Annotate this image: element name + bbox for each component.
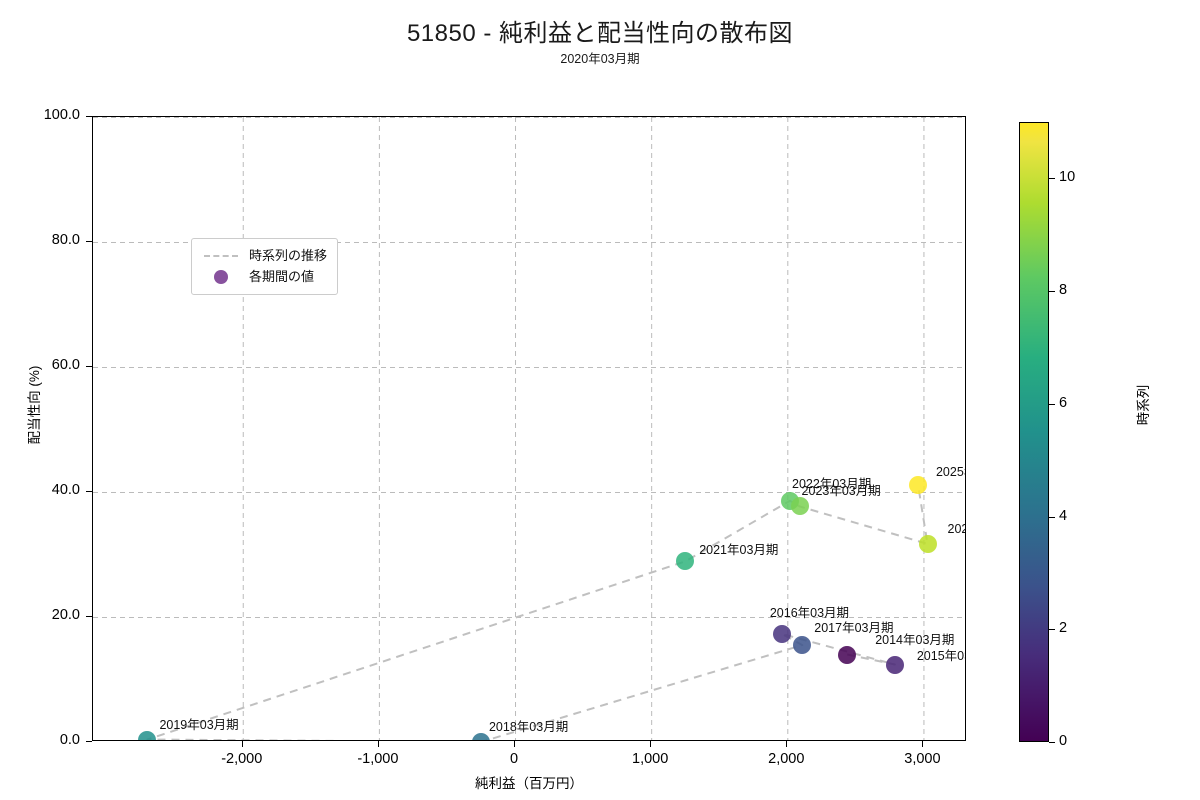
data-point-label: 2019年03月期 xyxy=(159,717,239,732)
y-tick-mark xyxy=(86,366,92,367)
chart-subtitle: 2020年03月期 xyxy=(560,52,640,66)
data-point[interactable] xyxy=(471,733,490,740)
colorbar-tick-label: 2 xyxy=(1059,620,1068,637)
legend-line-label: 時系列の推移 xyxy=(249,247,328,263)
x-axis-title: 純利益（百万円） xyxy=(475,776,583,791)
legend-point-label: 各期間の値 xyxy=(249,268,315,284)
legend-dot-icon xyxy=(201,269,241,284)
data-point[interactable] xyxy=(885,655,904,674)
data-point-label: 2024年03月期 xyxy=(947,521,965,536)
data-point[interactable] xyxy=(838,645,857,664)
data-point-label: 2016年03月期 xyxy=(769,605,850,620)
data-point-label: 2014年03月期 xyxy=(875,632,955,647)
x-tick-label: 3,000 xyxy=(904,751,941,767)
colorbar-title: 時系列 xyxy=(1136,384,1151,426)
x-tick-mark xyxy=(786,741,788,747)
colorbar-tick-mark xyxy=(1049,291,1055,293)
colorbar-tick-mark xyxy=(1049,178,1055,180)
data-point[interactable] xyxy=(793,636,812,655)
colorbar-tick-label: 8 xyxy=(1059,282,1068,299)
data-point-label: 2018年03月期 xyxy=(488,720,569,734)
colorbar-tick-label: 6 xyxy=(1059,394,1068,411)
y-tick-label: 60.0 xyxy=(51,357,80,373)
legend-item-point: 各期間の値 xyxy=(201,266,327,287)
y-tick-label: 0.0 xyxy=(59,732,80,748)
data-point[interactable] xyxy=(908,475,927,494)
y-tick-mark xyxy=(86,616,92,617)
x-tick-mark xyxy=(377,741,379,747)
x-tick-mark xyxy=(514,741,516,747)
y-tick-mark xyxy=(86,241,92,242)
data-point[interactable] xyxy=(772,624,791,643)
y-tick-label: 100.0 xyxy=(43,107,80,123)
data-point-label: 2025年03月期 xyxy=(935,464,965,479)
x-tick-mark xyxy=(650,741,652,747)
y-tick-mark xyxy=(86,116,92,117)
colorbar xyxy=(1019,122,1049,742)
data-point[interactable] xyxy=(790,497,809,516)
data-point[interactable] xyxy=(918,534,937,553)
x-tick-label: 1,000 xyxy=(632,751,669,767)
data-point-label: 2022年03月期 xyxy=(792,476,872,491)
y-tick-mark xyxy=(86,491,92,492)
colorbar-tick-mark xyxy=(1049,516,1055,518)
x-tick-label: 2,000 xyxy=(768,751,805,767)
y-tick-label: 20.0 xyxy=(51,607,80,623)
y-tick-mark xyxy=(86,741,92,742)
data-point[interactable] xyxy=(676,552,695,571)
x-tick-label: -1,000 xyxy=(357,751,399,767)
y-axis-title: 配当性向 (%) xyxy=(27,365,42,445)
colorbar-tick-label: 10 xyxy=(1059,169,1076,186)
x-tick-label: 0 xyxy=(509,751,519,767)
x-tick-mark xyxy=(241,741,243,747)
colorbar-gradient xyxy=(1019,122,1049,742)
colorbar-tick-label: 0 xyxy=(1059,733,1068,749)
x-tick-mark xyxy=(922,741,924,747)
page-title: 51850 - 純利益と配当性向の散布図 xyxy=(406,20,794,47)
data-point-label: 2021年03月期 xyxy=(699,543,779,558)
legend: 時系列の推移 各期間の値 xyxy=(191,238,339,295)
y-tick-label: 80.0 xyxy=(51,232,80,248)
legend-item-line: 時系列の推移 xyxy=(201,245,327,266)
colorbar-tick-mark xyxy=(1049,629,1055,631)
y-tick-label: 40.0 xyxy=(51,482,80,498)
colorbar-tick-label: 4 xyxy=(1059,507,1068,524)
data-point-label: 2023年03月期 xyxy=(801,484,881,499)
data-point-label: 2015年03月期 xyxy=(916,648,965,663)
legend-dash-icon xyxy=(201,254,241,257)
colorbar-tick-mark xyxy=(1049,403,1055,405)
timeseries-path xyxy=(146,484,929,740)
x-tick-label: -2,000 xyxy=(221,751,263,767)
colorbar-tick-mark xyxy=(1049,742,1055,743)
data-point-label: 2017年03月期 xyxy=(814,621,894,636)
data-point[interactable] xyxy=(138,730,157,740)
